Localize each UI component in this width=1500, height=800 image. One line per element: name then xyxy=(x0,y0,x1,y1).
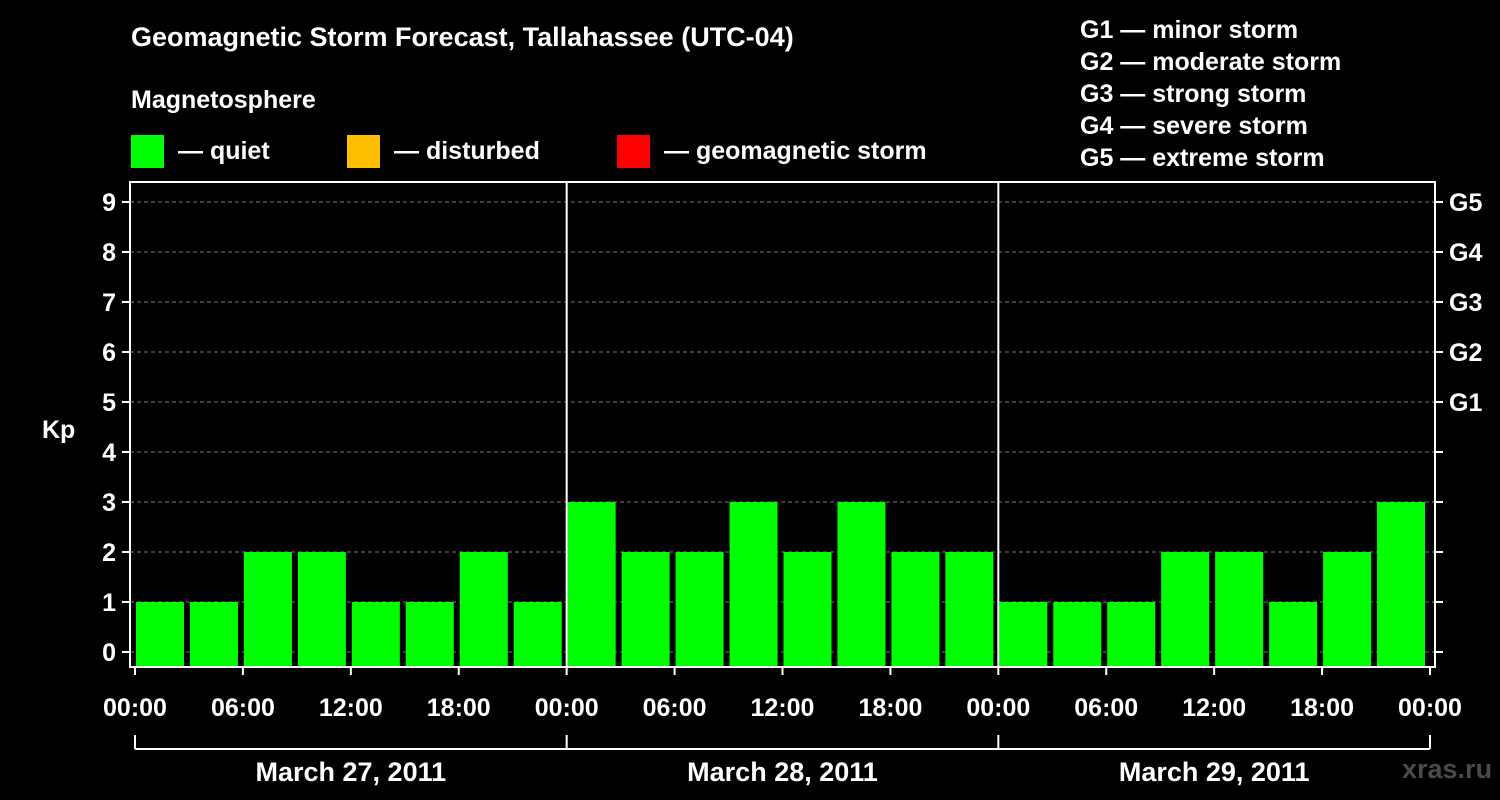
x-tick-label: 00:00 xyxy=(966,694,1030,722)
g-scale-label: G4 xyxy=(1449,239,1482,267)
x-tick-label: 12:00 xyxy=(1182,694,1246,722)
x-tick-label: 18:00 xyxy=(858,694,922,722)
g-scale-legend: G1 — minor storm G2 — moderate storm G3 … xyxy=(1080,14,1341,174)
y-tick-label: 4 xyxy=(102,439,116,467)
x-tick-label: 06:00 xyxy=(211,694,275,722)
x-tick-label: 00:00 xyxy=(103,694,167,722)
y-tick-label: 2 xyxy=(102,539,116,567)
kp-bar xyxy=(351,602,400,667)
kp-bar xyxy=(243,552,292,667)
kp-bar xyxy=(675,552,724,667)
x-tick-label: 12:00 xyxy=(751,694,815,722)
legend-item-quiet: — quiet xyxy=(131,134,270,168)
kp-bar xyxy=(1215,552,1264,667)
g-scale-item: G4 — severe storm xyxy=(1080,112,1308,140)
x-tick-label: 18:00 xyxy=(1290,694,1354,722)
quiet-swatch xyxy=(131,134,164,168)
kp-bar xyxy=(729,502,778,667)
legend-item-storm: — geomagnetic storm xyxy=(617,134,927,168)
g-scale-item: G2 — moderate storm xyxy=(1080,48,1342,76)
kp-bar xyxy=(405,602,454,667)
y-tick-label: 6 xyxy=(102,339,116,367)
x-tick-label: 18:00 xyxy=(427,694,491,722)
storm-swatch xyxy=(617,134,650,168)
legend-label-quiet: — quiet xyxy=(178,136,270,165)
kp-bar xyxy=(459,552,508,667)
x-tick-label: 00:00 xyxy=(535,694,599,722)
day-label: March 27, 2011 xyxy=(256,757,447,787)
x-tick-label: 06:00 xyxy=(1074,694,1138,722)
x-tick-label: 12:00 xyxy=(319,694,383,722)
g-scale-label: G2 xyxy=(1449,339,1482,367)
y-tick-label: 8 xyxy=(102,239,116,267)
day-label: March 29, 2011 xyxy=(1119,757,1310,787)
x-tick-label: 06:00 xyxy=(643,694,707,722)
kp-bar xyxy=(1323,552,1372,667)
legend-label-disturbed: — disturbed xyxy=(394,136,540,165)
kp-bar xyxy=(136,602,184,667)
kp-bar xyxy=(1377,502,1426,667)
kp-bar xyxy=(945,552,994,667)
y-tick-label: 7 xyxy=(102,289,116,317)
kp-bar xyxy=(837,502,886,667)
kp-bar xyxy=(621,552,670,667)
kp-bar xyxy=(999,602,1048,667)
watermark: xras.ru xyxy=(1402,754,1493,784)
kp-bar xyxy=(297,552,346,667)
magnetosphere-label: Magnetosphere xyxy=(131,86,316,114)
y-tick-label: 0 xyxy=(102,639,116,667)
legend-item-disturbed: — disturbed xyxy=(347,134,540,168)
g-scale-item: G5 — extreme storm xyxy=(1080,144,1325,172)
kp-bar xyxy=(1269,602,1318,667)
y-axis-label: Kp xyxy=(42,416,75,444)
kp-bar xyxy=(1107,602,1156,667)
kp-bar xyxy=(783,552,832,667)
kp-bar xyxy=(513,602,562,667)
g-scale-label: G1 xyxy=(1449,389,1482,417)
kp-bar xyxy=(567,502,616,667)
g-scale-item: G3 — strong storm xyxy=(1080,80,1307,108)
kp-bar xyxy=(891,552,940,667)
g-scale-label: G3 xyxy=(1449,289,1482,317)
kp-bar xyxy=(189,602,238,667)
x-tick-label: 00:00 xyxy=(1398,694,1462,722)
g-scale-label: G5 xyxy=(1449,189,1482,217)
day-label: March 28, 2011 xyxy=(687,757,878,787)
kp-bar xyxy=(1053,602,1102,667)
disturbed-swatch xyxy=(347,134,380,168)
y-tick-label: 3 xyxy=(102,489,116,517)
y-tick-label: 1 xyxy=(102,589,116,617)
legend-label-storm: — geomagnetic storm xyxy=(664,136,927,165)
y-tick-label: 9 xyxy=(102,189,116,217)
g-scale-item: G1 — minor storm xyxy=(1080,16,1299,44)
y-tick-label: 5 xyxy=(102,389,116,417)
kp-bar xyxy=(1161,552,1210,667)
chart-title: Geomagnetic Storm Forecast, Tallahassee … xyxy=(131,22,794,52)
